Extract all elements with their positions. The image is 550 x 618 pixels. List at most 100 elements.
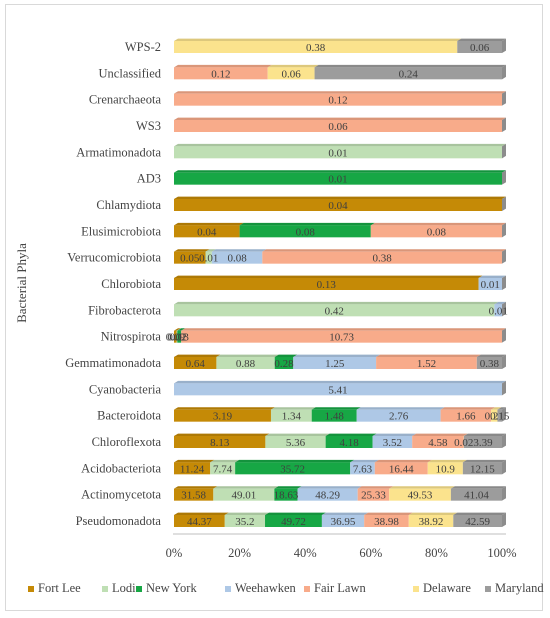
bar-end-cap <box>502 433 506 448</box>
data-label: 5.36 <box>286 437 306 449</box>
bar-top-face <box>370 222 506 226</box>
bar-segment <box>462 462 502 475</box>
bar-segment <box>274 488 298 501</box>
data-label: 0.15 <box>490 411 510 423</box>
bar-top-face <box>213 486 279 489</box>
bar-top-face <box>463 433 506 436</box>
bar-segment <box>274 357 294 369</box>
bar-top-face <box>174 170 506 173</box>
bar-segment <box>364 515 409 527</box>
bar-top-face <box>174 91 506 94</box>
data-label: 4.58 <box>428 437 448 449</box>
data-label: 7.63 <box>353 463 373 475</box>
bar-segment <box>389 488 451 501</box>
data-label: 8.13 <box>210 437 230 449</box>
legend-entry: Fort Lee <box>38 581 81 595</box>
value-labels: 44.37 35.2 49.72 36.95 38.98 38.92 42.59 31.58 4… <box>166 42 510 528</box>
bar-segment <box>372 436 413 448</box>
bar-top-face <box>265 433 330 436</box>
bar-top-face <box>267 64 319 68</box>
bar-top-face <box>325 433 377 436</box>
x-tick-label: 40% <box>294 546 317 560</box>
bar-end-cap <box>502 275 506 290</box>
bar-end-cap <box>502 459 506 475</box>
data-label: 11.24 <box>180 463 205 475</box>
bar-top-face <box>174 354 221 357</box>
bar-segment <box>174 436 266 448</box>
bar-segment <box>174 409 271 422</box>
bar-top-face <box>376 354 481 357</box>
bar-top-face <box>265 512 326 515</box>
data-label: 10.9 <box>436 463 456 475</box>
bar-segment <box>297 488 358 501</box>
data-label: 0.13 <box>170 332 190 344</box>
bar-segment <box>239 225 371 238</box>
category-label: Elusimicrobiota <box>81 224 161 238</box>
bar-segment <box>453 515 502 527</box>
data-label: 0.13 <box>317 279 337 291</box>
bar-top-face <box>174 459 215 463</box>
bar-segment <box>267 67 315 80</box>
bar-top-face <box>389 486 455 489</box>
bar-segment <box>491 409 498 422</box>
data-label: 0.28 <box>274 358 294 370</box>
bar-top-face <box>274 354 298 357</box>
data-label: 0.06 <box>328 121 348 133</box>
data-label: 10.73 <box>329 332 354 344</box>
bar-segment <box>265 515 322 527</box>
category-label: Actinomycetota <box>81 488 161 502</box>
legend-entry: Lodi <box>112 581 136 595</box>
bar-top-face <box>174 328 181 331</box>
bar-top-face <box>176 328 182 331</box>
data-label: 2.76 <box>389 411 409 423</box>
bar-segment <box>293 357 377 369</box>
data-label: 0.08 <box>427 226 447 238</box>
bar-end-cap <box>502 380 506 396</box>
data-label: 4.18 <box>340 437 360 449</box>
data-label: 7.74 <box>213 463 233 475</box>
bar-segment <box>376 357 477 369</box>
bar-top-face <box>174 64 272 68</box>
data-label: 0.01 <box>199 253 218 265</box>
bar-top-face <box>293 354 381 357</box>
data-label: 38.98 <box>374 516 399 528</box>
bar-top-face <box>174 38 462 41</box>
data-label: 0.21 <box>485 411 504 423</box>
bar-segment <box>270 409 312 422</box>
bar-segment <box>176 330 178 343</box>
legend-entry: Fair Lawn <box>314 581 366 595</box>
bar-segment <box>174 488 214 501</box>
data-label: 0.06 <box>282 68 302 80</box>
x-tick-label: 100% <box>487 546 516 560</box>
bar-segment <box>262 251 502 264</box>
bar-top-face <box>427 459 467 463</box>
bar-end-cap <box>502 407 506 422</box>
bar-top-face <box>364 512 413 515</box>
bar-segment <box>370 225 502 238</box>
bar-segment <box>235 462 351 475</box>
bar-top-face <box>174 249 210 252</box>
bar-segment <box>476 357 502 369</box>
legend-swatch <box>225 586 231 592</box>
y-axis-title: Bacterial Phyla <box>14 243 29 323</box>
bar-segment <box>174 41 458 53</box>
bar-top-face <box>476 354 506 357</box>
bar-segment <box>205 251 212 264</box>
bar-segment <box>350 462 375 475</box>
bar-segment <box>497 409 502 422</box>
legend-swatch <box>304 586 310 592</box>
bar-top-face <box>440 407 496 410</box>
legend-entry: Weehawken <box>235 581 297 595</box>
category-label: WPS-2 <box>125 40 161 54</box>
bar-top-face <box>494 301 506 305</box>
category-label: WS3 <box>136 119 161 133</box>
bar-segment <box>412 436 464 448</box>
data-label: 0.01 <box>481 279 500 291</box>
bar-top-face <box>174 512 229 515</box>
bar-top-face <box>262 249 506 252</box>
bar-top-face <box>450 486 506 489</box>
bar-segment <box>440 409 492 422</box>
data-label: 0.01 <box>328 147 347 159</box>
bar-end-cap <box>502 170 506 185</box>
data-label: 36.95 <box>331 516 356 528</box>
